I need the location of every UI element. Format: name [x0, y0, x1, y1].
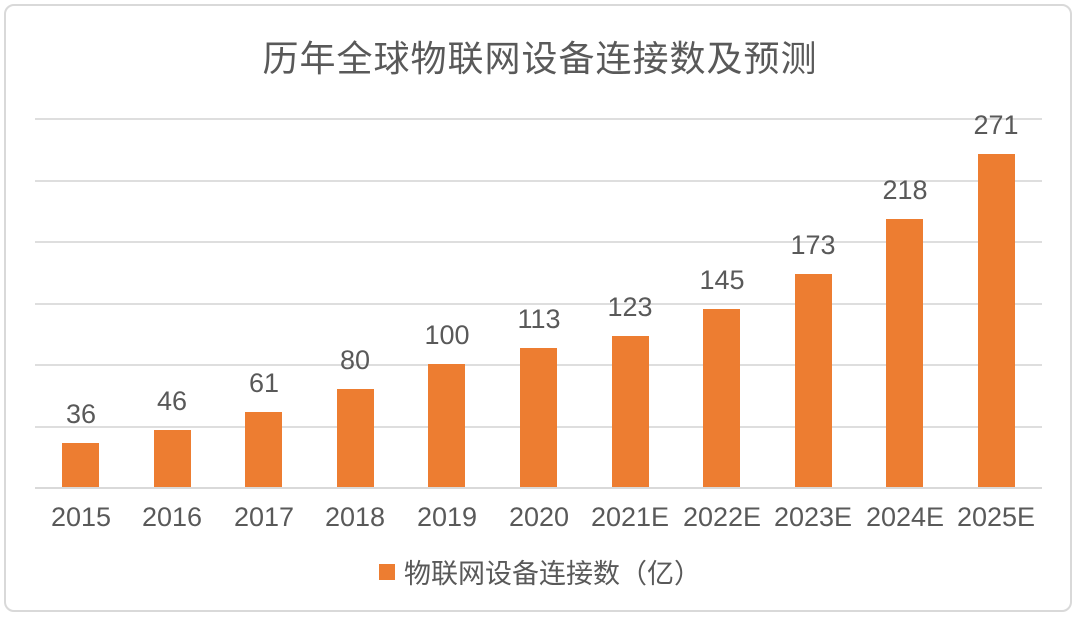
- legend-swatch-icon: [379, 563, 395, 580]
- bar: [978, 154, 1015, 487]
- x-axis-label: 2017: [233, 502, 295, 532]
- bar-value-label: 123: [607, 292, 653, 322]
- bar: [154, 430, 191, 487]
- bar-value-label: 271: [973, 110, 1019, 140]
- bar: [62, 443, 99, 487]
- bar: [520, 348, 557, 487]
- bar: [612, 336, 649, 487]
- x-axis-label: 2024E: [865, 502, 945, 532]
- bar: [703, 309, 740, 487]
- x-axis-label: 2019: [416, 502, 478, 532]
- bar: [795, 274, 832, 487]
- bar: [337, 389, 374, 487]
- x-axis-label: 2015: [50, 502, 112, 532]
- x-axis-label: 2018: [324, 502, 386, 532]
- gridline: [35, 241, 1042, 243]
- bar-value-label: 173: [790, 230, 836, 260]
- bar: [245, 412, 282, 487]
- bar-value-label: 80: [339, 345, 371, 375]
- legend: 物联网设备连接数（亿）: [0, 552, 1080, 591]
- bar: [886, 219, 923, 487]
- legend-label: 物联网设备连接数（亿）: [404, 559, 701, 589]
- x-axis-label: 2021E: [590, 502, 670, 532]
- x-axis-label: 2022E: [682, 502, 762, 532]
- bar-value-label: 218: [882, 175, 928, 205]
- gridline: [35, 303, 1042, 305]
- bar: [428, 364, 465, 487]
- chart-title: 历年全球物联网设备连接数及预测: [262, 38, 818, 79]
- x-axis-label: 2016: [141, 502, 203, 532]
- gridline: [35, 180, 1042, 182]
- bar-value-label: 100: [424, 320, 470, 350]
- bar-value-label: 113: [517, 304, 561, 334]
- x-axis-label: 2025E: [956, 502, 1036, 532]
- x-axis-label: 2023E: [773, 502, 853, 532]
- x-axis-label: 2020: [508, 502, 570, 532]
- bar-value-label: 46: [156, 386, 188, 416]
- bar-value-label: 36: [65, 399, 97, 429]
- bar-value-label: 145: [699, 265, 745, 295]
- bar-value-label: 61: [248, 368, 280, 398]
- chart-frame-border: [4, 4, 1072, 612]
- gridline: [35, 118, 1042, 120]
- x-axis-line: [35, 487, 1042, 489]
